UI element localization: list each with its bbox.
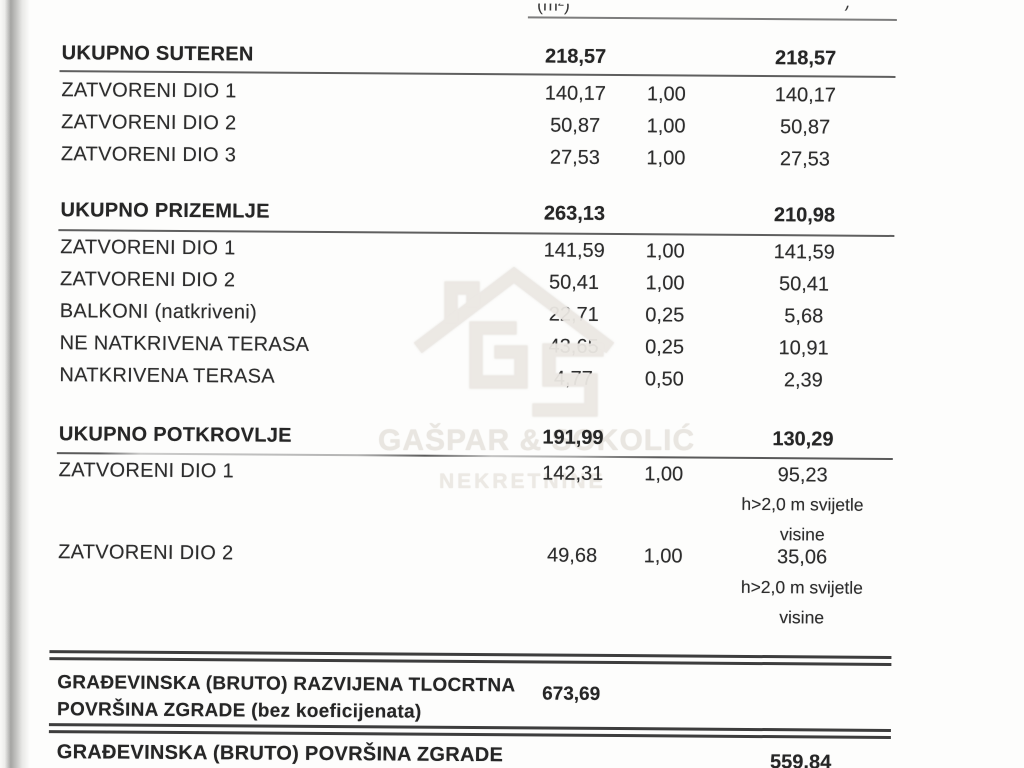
watermark-brand: GAŠPAR & SOKOLIĆ (378, 424, 696, 457)
total-value: 5,68 (784, 305, 824, 328)
coef-value: 1,00 (646, 115, 686, 138)
total-value: 10,91 (778, 337, 829, 360)
row-label: ZATVORENI DIO 1 (60, 236, 236, 260)
coef-value: 1,00 (643, 545, 683, 568)
row-label: NE NATKRIVENA TERASA (59, 332, 310, 356)
coef-value: 0,25 (645, 304, 685, 327)
table-rule (58, 229, 895, 237)
row-label: BALKONI (natkriveni) (59, 300, 258, 324)
total-value: 35,06 (777, 546, 828, 569)
watermark-subtitle: NEKRETNINE (439, 470, 606, 493)
table-row: ZATVORENI DIO 2 50,41 1,00 50,41 (0, 268, 1022, 301)
row-label: ZATVORENI DIO 2 (59, 268, 236, 292)
note-row: visine (0, 602, 1020, 635)
note-row: h>2,0 m svijetle (0, 572, 1020, 605)
section-area: 191,99 (542, 426, 604, 449)
coef-value: 1,00 (644, 463, 684, 486)
summary-label: GRAĐEVINSKA (BRUTO) POVRŠINA ZGRADE (56, 741, 504, 767)
summary-label: POVRŠINA ZGRADE (bez koeficijenata) (56, 699, 422, 723)
total-value: 2,39 (783, 369, 823, 392)
note-text: h>2,0 m svijetle (740, 576, 864, 598)
section-title: UKUPNO POTKROVLJE (58, 423, 292, 447)
row-label: ZATVORENI DIO 1 (58, 459, 235, 483)
total-value: 140,17 (774, 84, 837, 107)
section-header-row: UKUPNO PRIZEMLJE 263,13 210,98 (0, 199, 1023, 232)
coef-value: 0,50 (644, 368, 684, 391)
section-title: UKUPNO PRIZEMLJE (60, 199, 270, 223)
row-label: ZATVORENI DIO 2 (58, 541, 234, 565)
section-total: 130,29 (772, 428, 834, 451)
row-label: ZATVORENI DIO 2 (61, 111, 237, 135)
row-label: NATKRIVENA TERASA (59, 364, 275, 388)
coef-value: 1,00 (646, 147, 686, 170)
total-value: 95,23 (777, 464, 828, 487)
coef-value: 1,00 (645, 240, 685, 263)
table-row: ZATVORENI DIO 2 50,87 1,00 50,87 (0, 111, 1023, 144)
table-row: BALKONI (natkriveni) 22,71 0,25 5,68 (0, 300, 1022, 333)
coef-value: 0,25 (645, 336, 685, 359)
table-row: NATKRIVENA TERASA 4,77 0,50 2,39 (0, 364, 1021, 397)
coef-value: 1,00 (645, 272, 685, 295)
summary-row: GRAĐEVINSKA (BRUTO) POVRŠINA ZGRADE 559,… (0, 741, 1019, 768)
table-row: ZATVORENI DIO 1 142,31 1,00 95,23 (0, 459, 1021, 492)
note-row: h>2,0 m svijetle (0, 489, 1021, 522)
double-rule (48, 730, 891, 739)
section-area: 218,57 (544, 45, 607, 68)
section-title: UKUPNO SUTEREN (61, 42, 254, 66)
row-label: ZATVORENI DIO 1 (61, 79, 237, 103)
summary-label: GRAĐEVINSKA (BRUTO) RAZVIJENA TLOCRTNA (57, 672, 516, 697)
table-rule (527, 16, 897, 21)
note-text: visine (779, 607, 825, 628)
note-text: visine (779, 524, 825, 545)
note-text: h>2,0 m svijetle (741, 493, 864, 515)
table-row: ZATVORENI DIO 1 141,59 1,00 141,59 (0, 236, 1022, 269)
section-header-row: UKUPNO POTKROVLJE 191,99 130,29 (0, 423, 1021, 456)
section-total: 210,98 (773, 204, 836, 227)
total-value: 141,59 (773, 241, 835, 264)
total-value: 50,41 (778, 273, 830, 296)
column-header-fragment: (m²) (536, 3, 571, 15)
double-rule (49, 657, 892, 666)
scan-edge-shadow (0, 0, 30, 768)
table-row: ZATVORENI DIO 1 140,17 1,00 140,17 (0, 79, 1023, 112)
total-value: 50,87 (780, 116, 831, 139)
coef-value: 1,00 (646, 83, 686, 106)
column-header-fragment-right: ²) (838, 6, 864, 11)
summary-value: 559,84 (770, 751, 832, 768)
table-row: NE NATKRIVENA TERASA 43,65 0,25 10,91 (0, 332, 1022, 365)
section-area: 263,13 (543, 202, 606, 225)
table-row: ZATVORENI DIO 3 27,53 1,00 27,53 (0, 143, 1023, 176)
section-total: 218,57 (774, 47, 837, 70)
row-label: ZATVORENI DIO 3 (60, 143, 237, 167)
total-value: 27,53 (779, 148, 831, 171)
